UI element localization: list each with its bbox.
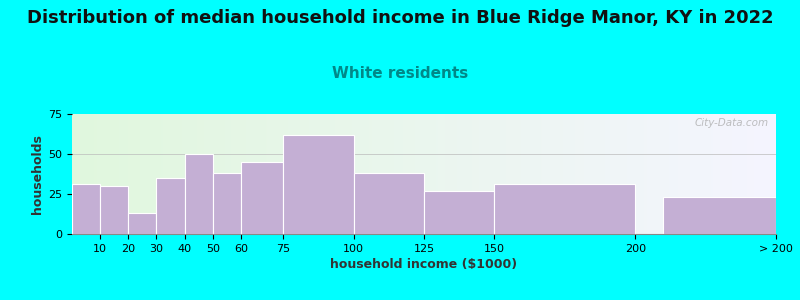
Bar — [100, 186, 128, 234]
Bar — [283, 135, 354, 234]
Text: Distribution of median household income in Blue Ridge Manor, KY in 2022: Distribution of median household income … — [26, 9, 774, 27]
Bar — [663, 197, 776, 234]
Bar — [185, 154, 213, 234]
Bar — [424, 191, 494, 234]
Bar — [128, 213, 157, 234]
Bar — [72, 184, 100, 234]
Bar — [494, 184, 635, 234]
Y-axis label: households: households — [31, 134, 44, 214]
Bar — [157, 178, 185, 234]
Bar — [241, 162, 283, 234]
Bar — [213, 173, 241, 234]
Text: City-Data.com: City-Data.com — [695, 118, 769, 128]
X-axis label: household income ($1000): household income ($1000) — [330, 258, 518, 271]
Bar — [354, 173, 424, 234]
Text: White residents: White residents — [332, 66, 468, 81]
